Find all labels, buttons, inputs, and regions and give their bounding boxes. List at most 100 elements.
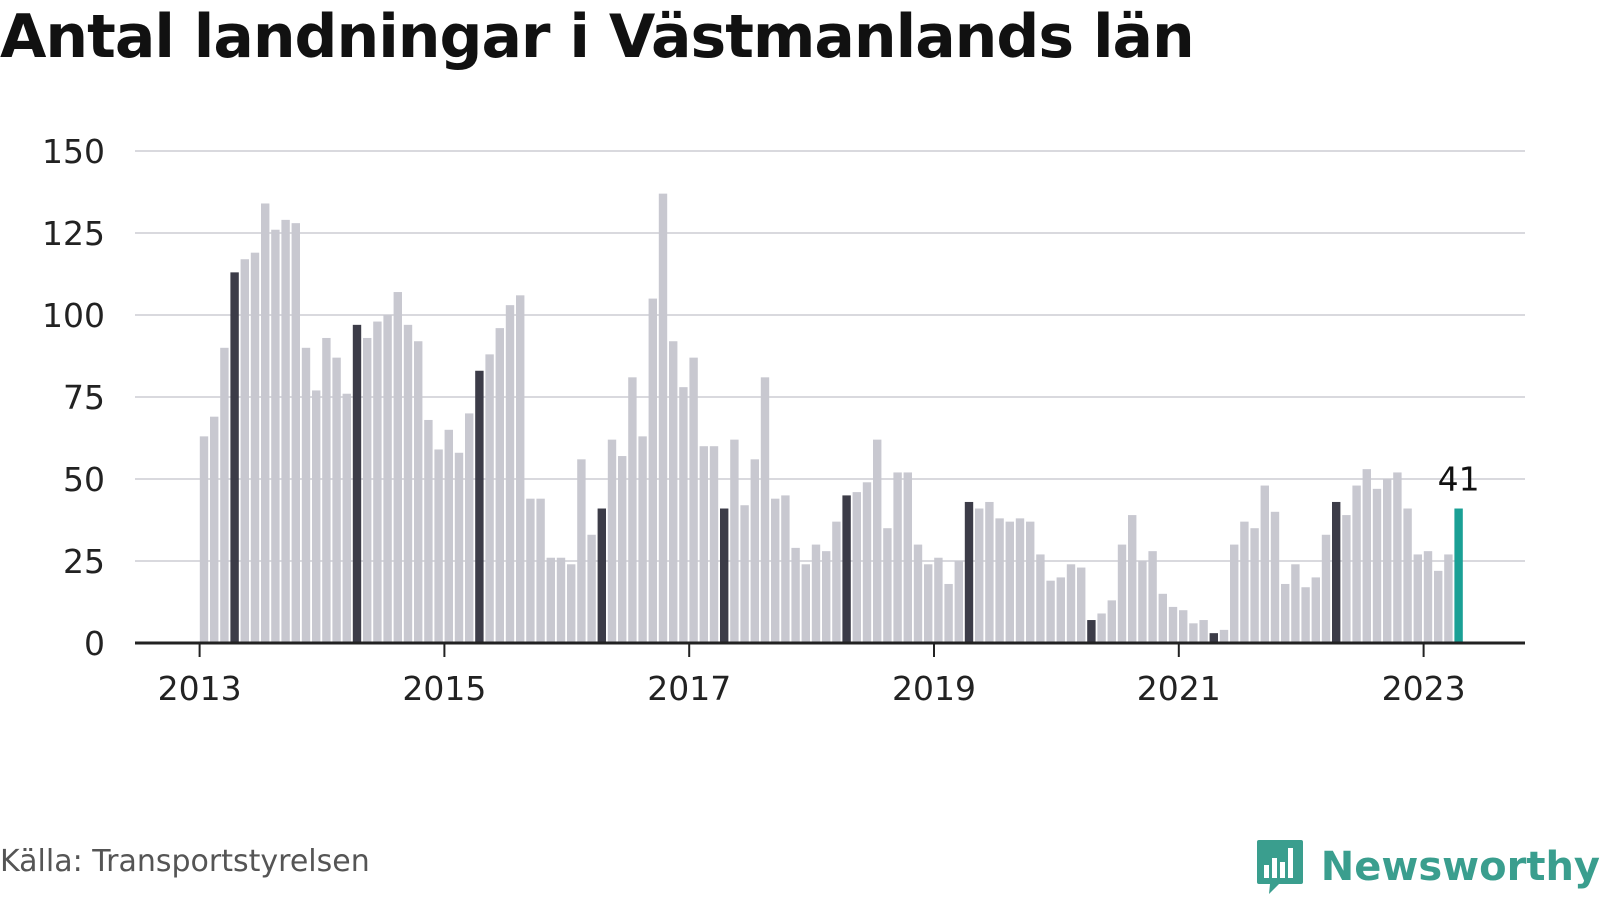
bar — [250, 252, 260, 643]
bar — [271, 229, 280, 643]
bar — [801, 564, 810, 643]
bar — [720, 508, 729, 643]
bar — [679, 387, 688, 643]
bar — [1383, 479, 1392, 643]
x-tick-label: 2023 — [1382, 669, 1466, 708]
y-tick-label: 100 — [42, 296, 105, 335]
bar — [587, 534, 596, 643]
bar — [1270, 511, 1280, 643]
bar — [1015, 518, 1025, 643]
bar — [781, 495, 790, 643]
bar — [1393, 472, 1402, 643]
bar — [495, 328, 504, 643]
bar — [291, 223, 300, 643]
bar — [822, 551, 831, 643]
bar — [893, 472, 902, 643]
bar — [1311, 577, 1320, 643]
bar — [281, 219, 290, 643]
bar — [403, 324, 413, 643]
bar — [373, 321, 382, 643]
bar — [597, 508, 606, 643]
bar — [1332, 501, 1341, 643]
bar — [1168, 606, 1178, 643]
bar — [383, 315, 392, 643]
bar — [934, 557, 943, 643]
bar — [1260, 485, 1269, 643]
bar — [1148, 551, 1157, 643]
bar — [648, 298, 657, 643]
bar — [444, 429, 453, 643]
bar — [1097, 613, 1106, 643]
bar — [210, 416, 219, 643]
bar — [873, 439, 882, 643]
bar — [1240, 521, 1249, 643]
bar-chart: 0 25 50 75 100 125 150 2013 2015 2017 2019 2021 202… — [42, 132, 1525, 708]
bar — [628, 377, 637, 643]
bar — [954, 561, 963, 643]
bar — [414, 341, 423, 643]
bar — [852, 492, 861, 643]
bar — [526, 498, 535, 643]
bar — [862, 482, 872, 643]
x-tick-label: 2013 — [158, 669, 242, 708]
bar — [1321, 534, 1331, 643]
bar — [1199, 620, 1208, 643]
bar — [740, 505, 749, 643]
latest-value-label: 41 — [1438, 460, 1480, 499]
bar — [1117, 544, 1127, 643]
x-tick-label: 2019 — [892, 669, 976, 708]
bar — [393, 292, 402, 643]
bar — [1454, 508, 1463, 643]
bar — [883, 528, 892, 643]
bar — [669, 341, 678, 643]
x-axis: 2013 2015 2017 2019 2021 2023 — [135, 641, 1525, 708]
bar — [536, 498, 545, 643]
bar — [546, 557, 555, 643]
bar — [1036, 554, 1045, 643]
bar — [556, 557, 566, 643]
bar — [1056, 577, 1065, 643]
bar — [475, 370, 484, 643]
bar — [1362, 469, 1371, 643]
bar — [1107, 600, 1116, 643]
bar — [1005, 521, 1014, 643]
bar — [1179, 610, 1188, 643]
bar — [220, 347, 229, 643]
bar — [985, 501, 994, 643]
annotations: 41 — [1438, 460, 1480, 499]
bar — [1281, 583, 1290, 643]
bar — [750, 459, 759, 643]
bar — [1046, 580, 1055, 643]
bar — [434, 449, 443, 643]
bars — [199, 193, 1463, 644]
bar — [1342, 515, 1351, 643]
bar — [658, 193, 668, 643]
bar — [1403, 508, 1412, 643]
bar — [1026, 521, 1035, 643]
bar — [1250, 528, 1259, 643]
bar — [567, 564, 576, 643]
source-note: Källa: Transportstyrelsen — [0, 844, 370, 879]
bar — [1158, 593, 1167, 643]
bar — [709, 446, 719, 643]
bar — [607, 439, 617, 643]
bar — [832, 521, 841, 643]
bar — [618, 456, 627, 643]
bar — [1189, 623, 1198, 643]
bar — [342, 393, 351, 643]
bar — [1077, 567, 1086, 643]
bar — [322, 337, 331, 643]
bar — [903, 472, 912, 643]
bar — [944, 583, 953, 643]
bar — [199, 436, 209, 643]
bar — [1128, 515, 1137, 643]
bar — [1352, 485, 1361, 643]
bar — [454, 452, 464, 643]
bar — [791, 547, 800, 643]
bar — [689, 357, 698, 643]
bar — [577, 459, 586, 643]
bar — [1423, 551, 1433, 643]
y-axis-ticks: 0 25 50 75 100 125 150 — [42, 132, 105, 663]
bar — [363, 337, 372, 643]
bar — [638, 436, 647, 643]
